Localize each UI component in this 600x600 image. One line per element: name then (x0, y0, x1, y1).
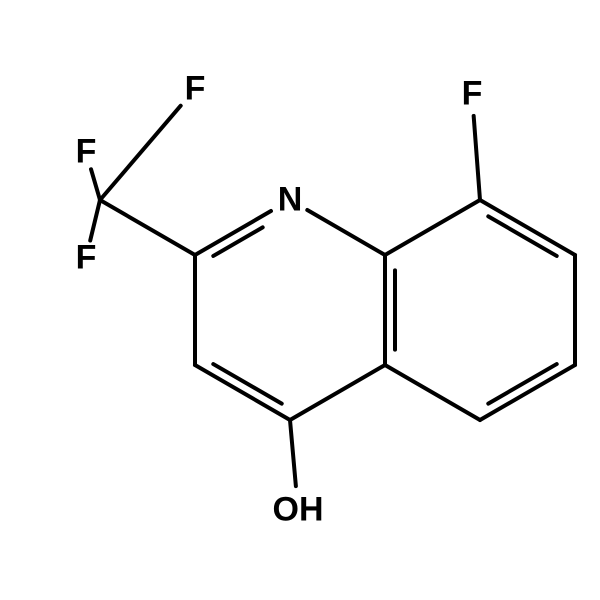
atom-f3: F (76, 239, 97, 278)
atom-oh: OH (273, 491, 324, 530)
atom-f4: F (462, 75, 483, 114)
atom-f2: F (76, 133, 97, 172)
atom-n: N (278, 181, 303, 220)
atom-f1: F (185, 70, 206, 109)
